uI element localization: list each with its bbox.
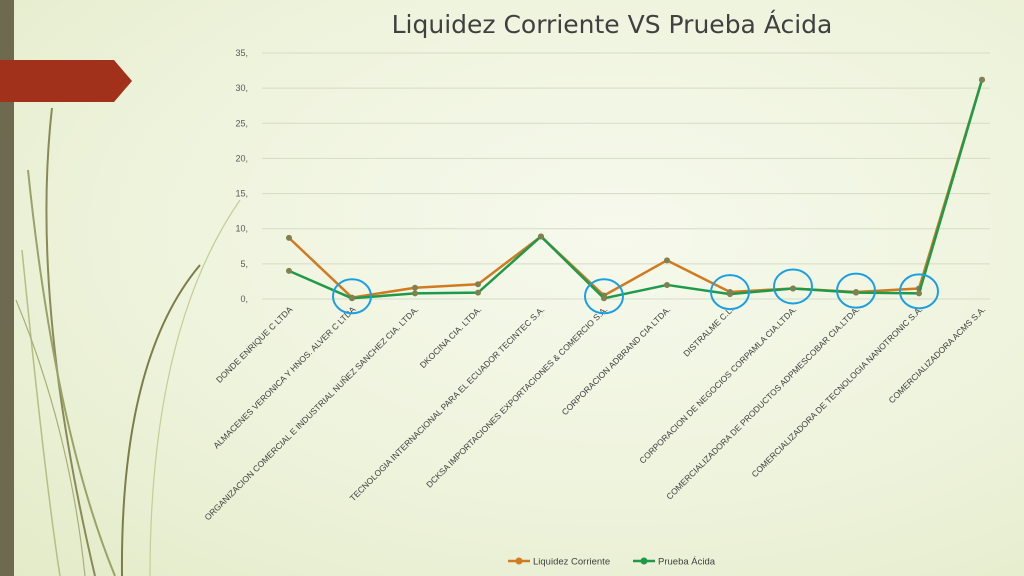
data-point-prueba: [853, 289, 859, 296]
y-tick-label: 25,: [235, 118, 248, 128]
data-point-liquidez: [412, 284, 418, 291]
x-category-label: ALMACENES VERONICA Y HNOS. ALVER C LTDA: [211, 304, 357, 450]
highlight-circle: [773, 268, 813, 305]
x-category-label: DISTRALME C.L.: [681, 304, 735, 358]
data-point-prueba: [664, 281, 670, 288]
data-point-prueba: [286, 267, 292, 274]
data-point-prueba: [727, 291, 733, 298]
data-point-liquidez: [286, 234, 292, 241]
series-line-prueba: [288, 79, 984, 300]
y-tick-label: 10,: [235, 224, 248, 234]
data-point-prueba: [412, 290, 418, 297]
legend-marker-prueba: [640, 557, 648, 565]
x-category-label: ORGANIZACION COMERCIAL E INDUSTRIAL NUÑE…: [203, 304, 421, 522]
highlight-circle: [584, 278, 624, 315]
left-accent-bar: [0, 0, 14, 576]
highlight-circle: [899, 273, 939, 310]
highlight-circle: [332, 278, 372, 315]
legend-marker-liquidez: [515, 557, 523, 565]
highlight-circle: [836, 272, 876, 309]
x-category-label: CORPORACION ADBRAND CIA LTDA.: [560, 304, 673, 417]
data-point-prueba: [790, 285, 796, 292]
y-tick-label: 5,: [240, 259, 248, 269]
grid: [262, 52, 990, 300]
data-point-prueba: [979, 76, 985, 83]
series-lines: [286, 76, 985, 302]
red-arrow-tab: [0, 60, 132, 102]
data-point-prueba: [349, 295, 355, 302]
data-point-prueba: [538, 233, 544, 240]
y-axis-ticks: 0, 5, 10, 15, 20, 25, 30, 35,: [235, 48, 248, 304]
y-tick-label: 20,: [235, 153, 248, 163]
data-point-prueba: [601, 295, 607, 302]
highlight-circles: [332, 268, 939, 315]
highlight-circle: [710, 274, 750, 311]
y-tick-label: 30,: [235, 83, 248, 93]
legend-label-liquidez: Liquidez Corriente: [533, 557, 610, 568]
legend: Liquidez Corriente Prueba Ácida: [508, 557, 716, 568]
chart-title: Liquidez Corriente VS Prueba Ácida: [392, 10, 833, 39]
y-tick-label: 0,: [240, 294, 248, 304]
x-category-label: DKOCINA CIA. LTDA.: [418, 304, 484, 370]
legend-label-prueba: Prueba Ácida: [658, 557, 716, 568]
data-point-prueba: [916, 290, 922, 297]
data-point-liquidez: [664, 257, 670, 264]
y-tick-label: 15,: [235, 189, 248, 199]
y-tick-label: 35,: [235, 48, 248, 58]
data-point-prueba: [475, 289, 481, 296]
series-line-liquidez: [288, 79, 984, 299]
data-point-liquidez: [475, 281, 481, 288]
